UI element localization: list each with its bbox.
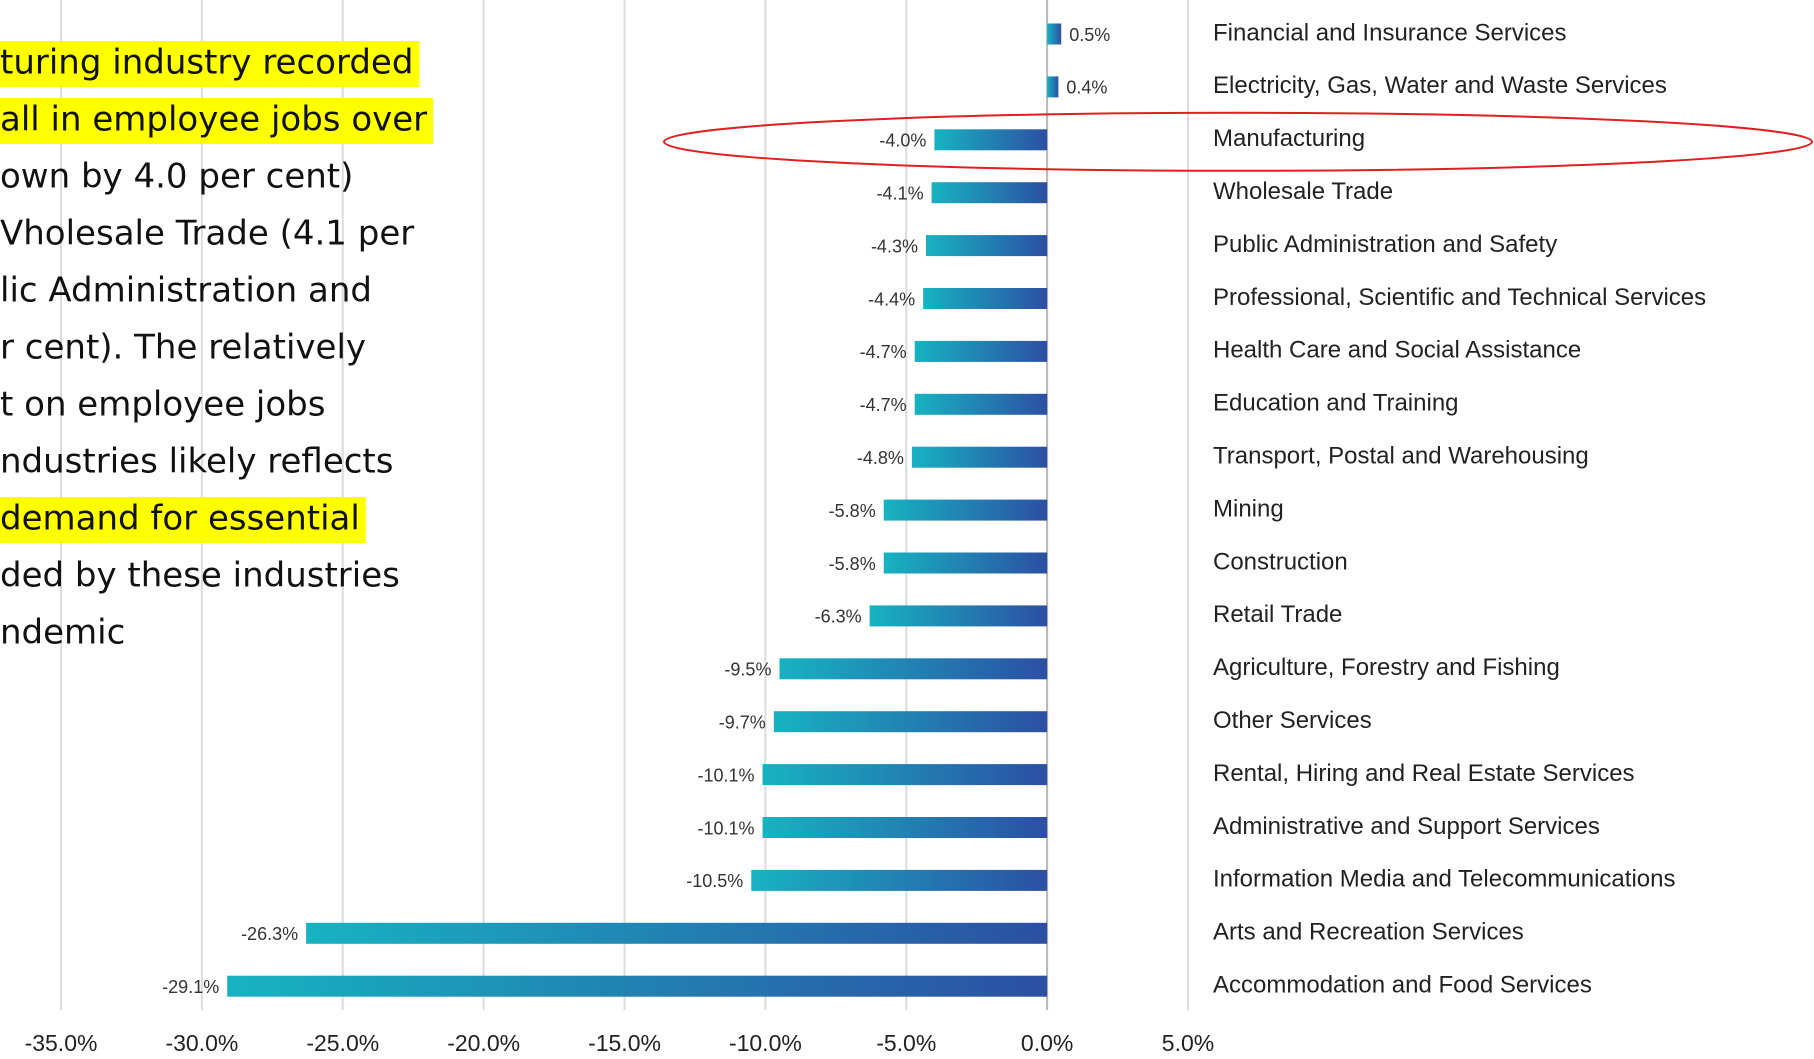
annotation-line: ndustries likely reflects bbox=[0, 442, 393, 482]
data-label: -5.8% bbox=[829, 501, 876, 521]
category-label: Mining bbox=[1213, 495, 1284, 522]
category-label: Financial and Insurance Services bbox=[1213, 19, 1567, 46]
x-tick-label: 5.0% bbox=[1162, 1030, 1214, 1056]
data-label: 0.5% bbox=[1069, 25, 1110, 45]
category-label: Wholesale Trade bbox=[1213, 178, 1393, 205]
category-label: Electricity, Gas, Water and Waste Servic… bbox=[1213, 72, 1667, 99]
x-tick-label: -15.0% bbox=[588, 1030, 661, 1056]
text-highlight bbox=[0, 98, 434, 144]
data-label: -4.1% bbox=[877, 183, 924, 203]
text-highlight bbox=[0, 497, 366, 543]
x-tick-label: -35.0% bbox=[25, 1030, 98, 1056]
category-label: Information Media and Telecommunications bbox=[1213, 866, 1675, 893]
category-label: Arts and Recreation Services bbox=[1213, 919, 1524, 946]
x-tick-label: -10.0% bbox=[729, 1030, 802, 1056]
category-label: Construction bbox=[1213, 548, 1348, 575]
highlight-ellipse bbox=[663, 111, 1813, 172]
annotation-line: own by 4.0 per cent) bbox=[0, 157, 353, 197]
annotation-line: ndemic bbox=[0, 613, 125, 653]
data-label: -26.3% bbox=[241, 924, 298, 944]
bar bbox=[883, 552, 1048, 574]
bar bbox=[934, 129, 1048, 151]
data-label: -9.5% bbox=[724, 660, 771, 680]
bar bbox=[779, 658, 1048, 680]
x-tick-label: -5.0% bbox=[876, 1030, 936, 1056]
data-label: -10.1% bbox=[698, 765, 755, 785]
data-label: -9.7% bbox=[719, 712, 766, 732]
category-label: Public Administration and Safety bbox=[1213, 231, 1557, 258]
category-label: Retail Trade bbox=[1213, 601, 1342, 628]
annotation-line: ded by these industries bbox=[0, 556, 400, 596]
category-label: Transport, Postal and Warehousing bbox=[1213, 443, 1589, 470]
annotation-line: turing industry recorded bbox=[0, 43, 413, 83]
data-label: -29.1% bbox=[162, 977, 219, 997]
data-label: -4.7% bbox=[860, 342, 907, 362]
category-label: Agriculture, Forestry and Fishing bbox=[1213, 654, 1560, 681]
data-label: -4.0% bbox=[879, 131, 926, 151]
data-label: -4.4% bbox=[868, 289, 915, 309]
text-highlight bbox=[0, 41, 420, 87]
bar bbox=[911, 446, 1048, 468]
bar bbox=[751, 869, 1048, 891]
bar bbox=[773, 711, 1048, 733]
category-label: Health Care and Social Assistance bbox=[1213, 337, 1581, 364]
data-label: -4.3% bbox=[871, 236, 918, 256]
bar bbox=[762, 764, 1048, 786]
category-label: Other Services bbox=[1213, 707, 1372, 734]
category-label: Accommodation and Food Services bbox=[1213, 972, 1592, 999]
data-label: -6.3% bbox=[815, 607, 862, 627]
category-label: Professional, Scientific and Technical S… bbox=[1213, 284, 1706, 311]
annotation-line: demand for essential bbox=[0, 499, 360, 539]
data-label: 0.4% bbox=[1066, 78, 1107, 98]
annotation-line: r cent). The relatively bbox=[0, 328, 366, 368]
annotation-line: lic Administration and bbox=[0, 271, 372, 311]
x-tick-label: 0.0% bbox=[1021, 1030, 1073, 1056]
bar bbox=[306, 922, 1048, 944]
data-label: -4.8% bbox=[857, 448, 904, 468]
data-label: -10.1% bbox=[698, 818, 755, 838]
data-label: -4.7% bbox=[860, 395, 907, 415]
bar bbox=[227, 975, 1048, 997]
bar bbox=[925, 235, 1048, 257]
x-tick-label: -30.0% bbox=[165, 1030, 238, 1056]
category-label: Rental, Hiring and Real Estate Services bbox=[1213, 760, 1635, 787]
bar bbox=[883, 499, 1048, 521]
category-label: Administrative and Support Services bbox=[1213, 813, 1600, 840]
data-label: -10.5% bbox=[686, 871, 743, 891]
x-tick-label: -20.0% bbox=[447, 1030, 520, 1056]
x-tick-label: -25.0% bbox=[306, 1030, 379, 1056]
bar bbox=[931, 182, 1048, 204]
bar bbox=[923, 288, 1048, 309]
bar bbox=[1047, 23, 1062, 45]
category-label: Education and Training bbox=[1213, 390, 1459, 417]
annotation-line: t on employee jobs bbox=[0, 385, 325, 425]
bar bbox=[869, 605, 1048, 627]
bar bbox=[762, 817, 1048, 838]
bar bbox=[914, 393, 1048, 415]
category-label: Manufacturing bbox=[1213, 125, 1365, 152]
annotation-line: all in employee jobs over bbox=[0, 100, 427, 140]
data-label: -5.8% bbox=[829, 554, 876, 574]
bar bbox=[914, 340, 1048, 362]
annotation-line: Vholesale Trade (4.1 per bbox=[0, 214, 414, 254]
bar bbox=[1047, 76, 1059, 98]
